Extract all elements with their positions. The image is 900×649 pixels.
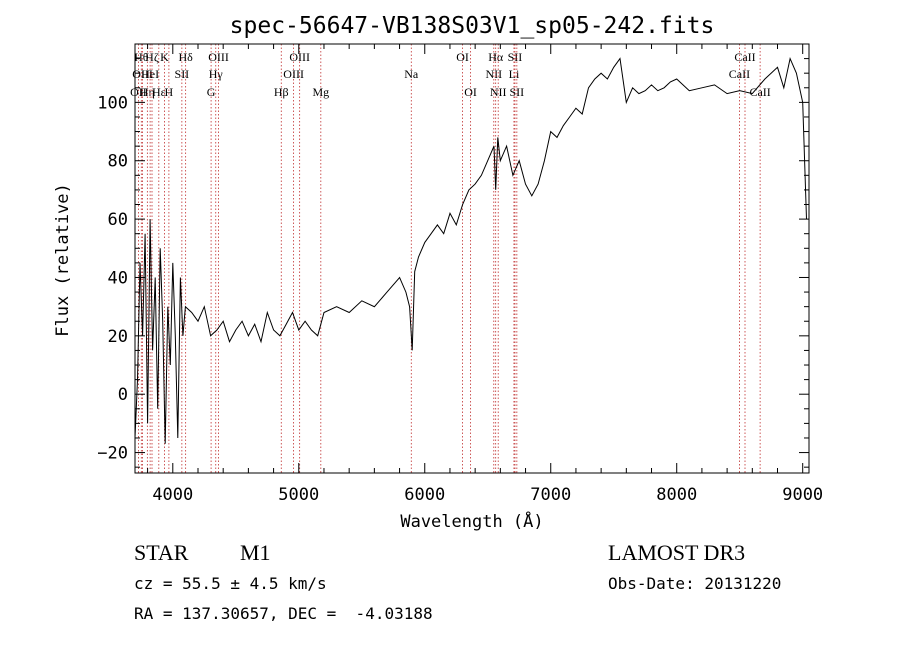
annotation-label: Mg [312, 85, 329, 99]
annotation-label: CaII [749, 85, 770, 99]
annotation-label: Hε [152, 85, 166, 99]
annotation-label: CaII [734, 50, 755, 64]
x-tick-label: 8000 [656, 485, 697, 505]
annotation-label: OIII [132, 67, 153, 81]
annotation-label: G [207, 85, 216, 99]
annotation-label: OII [130, 85, 147, 99]
y-tick-label: 80 [108, 152, 128, 172]
annotation-label: SII [175, 67, 190, 81]
y-axis-label: Flux (relative) [53, 183, 73, 337]
annotation-label: Hγ [209, 67, 224, 81]
x-tick-label: 4000 [152, 485, 193, 505]
y-tick-label: 100 [97, 93, 128, 113]
annotation-label: SII [510, 85, 525, 99]
obs-date: Obs-Date: 20131220 [608, 574, 782, 593]
annotation-label: OIII [289, 50, 310, 64]
x-axis: 4000 5000 6000 7000 8000 9000 [147, 44, 823, 505]
annotation-label: Hζ [145, 50, 159, 64]
annotation-label: CaII [729, 67, 750, 81]
annotation-label: OIII [283, 67, 304, 81]
annotation-label: NII [490, 85, 507, 99]
x-tick-label: 5000 [278, 485, 319, 505]
chart-title: spec-56647-VB138S03V1_sp05-242.fits [230, 13, 715, 39]
x-tick-label: 9000 [782, 485, 823, 505]
annotation-label: Hα [488, 50, 504, 64]
y-axis: −20 0 20 40 60 80 100 [97, 58, 809, 468]
y-tick-label: 0 [118, 385, 128, 405]
annotation-label: OIII [208, 50, 229, 64]
y-tick-label: 40 [108, 268, 128, 288]
annotation-label: Na [404, 67, 419, 81]
plot-frame [134, 43, 810, 474]
survey-name: LAMOST DR3 [608, 540, 746, 565]
line-annotations: OIIHθOIIIHηHeIHζHεKHSIIHδGHγOIIIHβOIIIOI… [130, 44, 771, 473]
object-type: STAR [134, 540, 189, 565]
annotation-label: OI [464, 85, 477, 99]
ra-dec: RA = 137.30657, DEC = -4.03188 [134, 604, 433, 623]
x-axis-label: Wavelength (Å) [400, 510, 543, 532]
annotation-label: SII [508, 50, 523, 64]
annotation-label: Li [509, 67, 520, 81]
annotation-label: Hβ [274, 85, 289, 99]
annotation-label: Hθ [134, 50, 149, 64]
redshift-cz: cz = 55.5 ± 4.5 km/s [134, 574, 327, 593]
y-tick-label: 60 [108, 210, 128, 230]
x-tick-label: 6000 [404, 485, 445, 505]
y-tick-label: −20 [97, 444, 128, 464]
annotation-label: Hη [140, 85, 155, 99]
annotation-label: H [165, 85, 174, 99]
annotation-label: OI [456, 50, 469, 64]
spectrum-line [134, 56, 807, 444]
y-tick-label: 20 [108, 327, 128, 347]
subclass: M1 [240, 540, 271, 565]
annotation-label: NII [485, 67, 502, 81]
annotation-label: Hδ [178, 50, 193, 64]
annotation-label: K [160, 50, 169, 64]
x-tick-label: 7000 [530, 485, 571, 505]
annotation-label: HeI [141, 67, 159, 81]
